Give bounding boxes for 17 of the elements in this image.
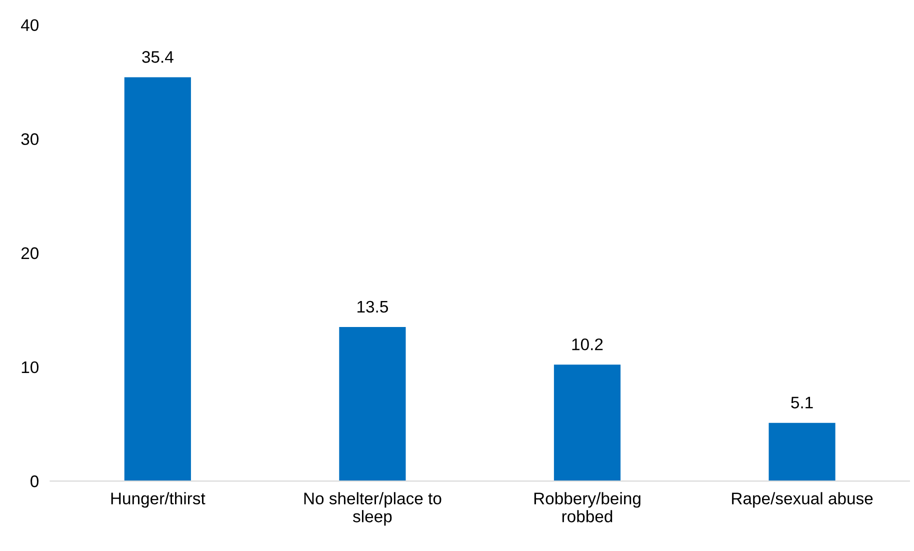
y-tick-label: 0 xyxy=(30,475,39,488)
bar xyxy=(339,327,406,482)
x-tick-label: Robbery/being robbed xyxy=(534,492,640,522)
y-tick-label: 10 xyxy=(22,361,39,374)
x-tick-label: No shelter/place to sleep xyxy=(304,492,442,526)
x-tick-label: Rape/sexual abuse xyxy=(732,492,873,508)
data-label: 13.5 xyxy=(358,300,388,313)
data-label: 10.2 xyxy=(572,338,603,350)
y-tick-label: 40 xyxy=(21,19,39,31)
y-tick-label: 30 xyxy=(21,133,39,146)
bar xyxy=(768,422,836,482)
data-label: 5.1 xyxy=(791,396,813,408)
x-tick-label: Hunger/thirst xyxy=(111,492,206,508)
bar xyxy=(554,364,621,482)
y-tick-label: 20 xyxy=(21,247,39,260)
bar xyxy=(124,77,191,482)
data-label: 35.4 xyxy=(142,51,174,63)
